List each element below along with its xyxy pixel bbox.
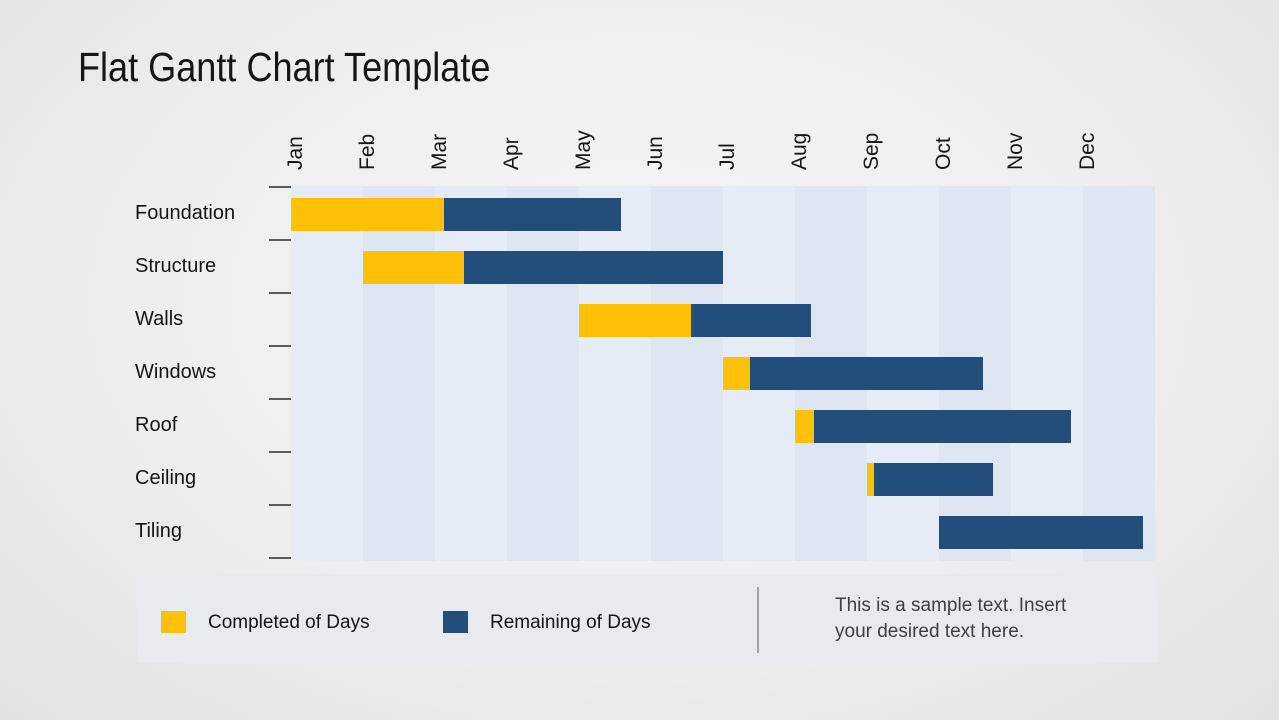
task-label-roof: Roof <box>135 414 178 436</box>
sample-text: This is a sample text. Insert your desir… <box>835 593 1066 645</box>
legend-band: Completed of Days Remaining of Days This… <box>137 574 1157 663</box>
page-title: Flat Gantt Chart Template <box>78 44 491 90</box>
month-label-nov: Nov <box>1004 132 1027 170</box>
month-column-stripe-mar <box>435 186 507 561</box>
axis-tick <box>269 292 291 294</box>
month-label-sep: Sep <box>860 132 883 170</box>
remaining-segment-walls <box>690 304 811 337</box>
gantt-bar-structure <box>363 251 723 284</box>
legend-divider <box>757 587 759 653</box>
gantt-bar-tiling <box>939 516 1143 549</box>
remaining-segment-structure <box>463 251 723 284</box>
gantt-bar-walls <box>579 304 811 337</box>
month-column-stripe-dec <box>1083 186 1155 561</box>
month-label-jun: Jun <box>644 136 667 170</box>
axis-tick <box>269 557 291 559</box>
month-column-stripe-feb <box>363 186 435 561</box>
month-column-stripe-nov <box>1011 186 1083 561</box>
gantt-bar-foundation <box>291 198 621 231</box>
remaining-segment-foundation <box>443 198 621 231</box>
completed-segment-windows <box>723 357 751 390</box>
task-label-structure: Structure <box>135 255 217 277</box>
sample-text-line1: This is a sample text. Insert <box>835 595 1067 616</box>
axis-tick <box>269 239 291 241</box>
remaining-legend-swatch-icon <box>443 611 468 633</box>
month-label-apr: Apr <box>500 137 523 170</box>
remaining-segment-ceiling <box>874 463 993 496</box>
completed-segment-ceiling <box>867 463 875 496</box>
month-label-jan: Jan <box>284 136 307 170</box>
axis-tick <box>269 345 291 347</box>
axis-tick <box>269 504 291 506</box>
axis-tick <box>269 186 291 188</box>
remaining-segment-roof <box>813 410 1072 443</box>
remaining-segment-windows <box>750 357 983 390</box>
legend-label-completed: Completed of Days <box>208 612 370 633</box>
remaining-segment-tiling <box>939 516 1143 549</box>
completed-segment-structure <box>363 251 464 284</box>
month-label-dec: Dec <box>1076 132 1099 170</box>
month-column-stripe-jan <box>291 186 363 561</box>
completed-segment-walls <box>579 304 691 337</box>
month-column-stripe-jun <box>651 186 723 561</box>
sample-text-line2: your desired text here. <box>835 621 1025 642</box>
gantt-bar-ceiling <box>867 463 993 496</box>
month-column-stripe-may <box>579 186 651 561</box>
task-label-walls: Walls <box>135 308 184 330</box>
task-label-tiling: Tiling <box>135 520 183 542</box>
task-label-foundation: Foundation <box>135 202 236 224</box>
completed-segment-foundation <box>291 198 444 231</box>
month-label-jul: Jul <box>716 143 739 170</box>
legend-label-remaining: Remaining of Days <box>490 612 651 633</box>
task-label-windows: Windows <box>135 361 217 383</box>
axis-tick <box>269 451 291 453</box>
month-label-oct: Oct <box>932 137 955 170</box>
task-label-ceiling: Ceiling <box>135 467 197 489</box>
month-label-aug: Aug <box>788 132 811 170</box>
completed-legend-swatch-icon <box>161 611 186 633</box>
axis-tick <box>269 398 291 400</box>
gantt-bar-windows <box>723 357 983 390</box>
month-label-mar: Mar <box>428 133 451 170</box>
gantt-bar-roof <box>795 410 1072 443</box>
month-label-feb: Feb <box>356 133 379 170</box>
month-label-may: May <box>572 130 595 170</box>
month-column-stripe-apr <box>507 186 579 561</box>
completed-segment-roof <box>795 410 814 443</box>
